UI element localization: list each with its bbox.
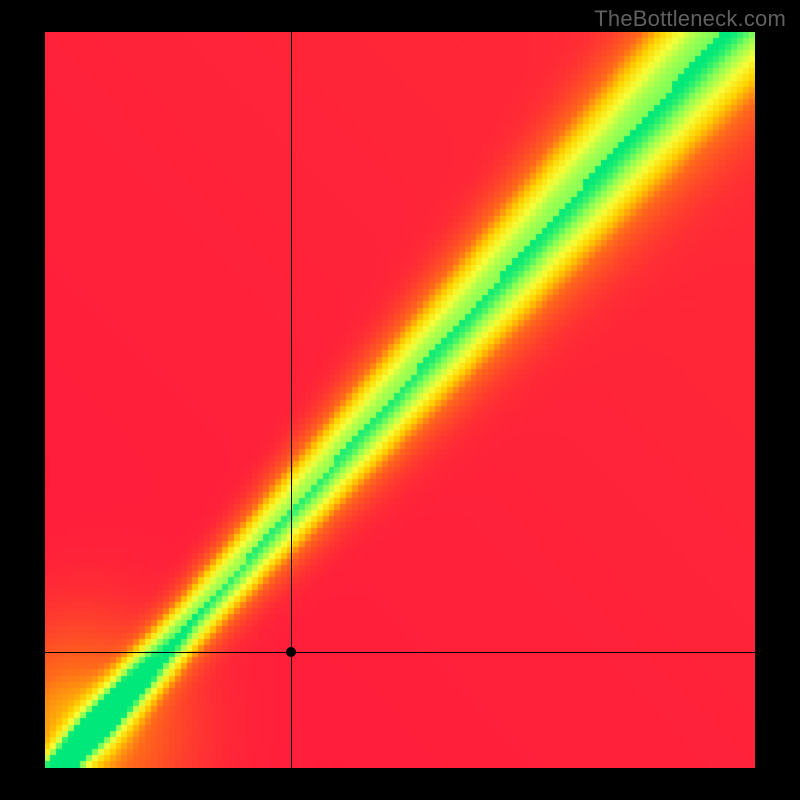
watermark-text: TheBottleneck.com	[594, 6, 786, 32]
bottleneck-heatmap-plot	[45, 32, 755, 768]
crosshair-horizontal-line	[45, 652, 755, 653]
heatmap-canvas	[45, 32, 755, 768]
selected-point-marker	[286, 647, 296, 657]
crosshair-vertical-line	[291, 32, 292, 768]
